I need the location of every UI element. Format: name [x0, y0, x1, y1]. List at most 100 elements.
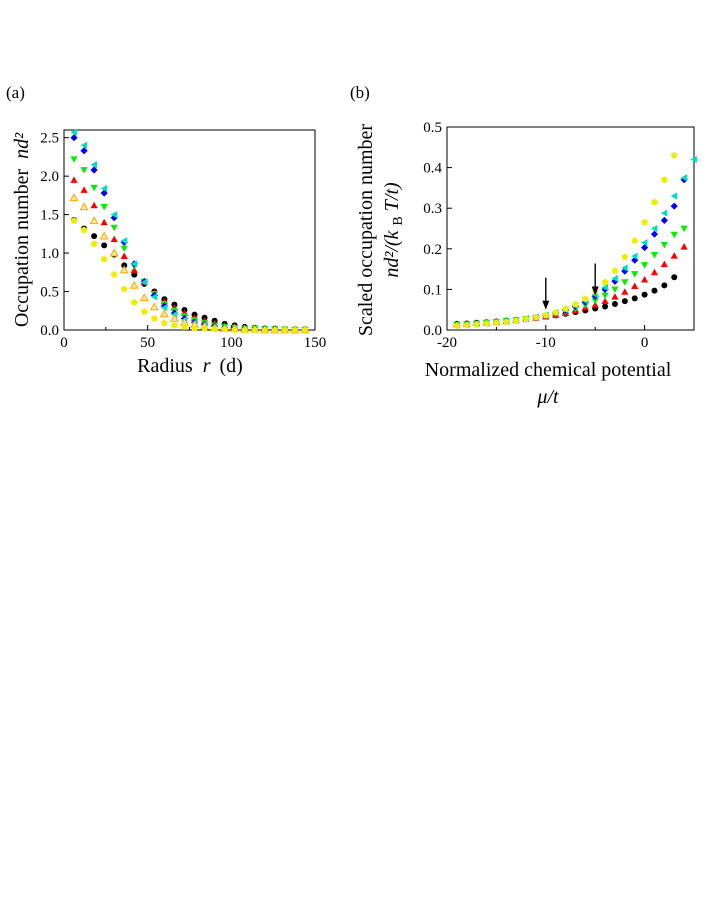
- panel-a-point-t7: [241, 326, 249, 333]
- panel-b-point-t5: [621, 264, 628, 272]
- panel-b-label: (b): [350, 83, 370, 102]
- panel-a-x-tick-label: 0: [60, 335, 68, 351]
- panel-b-point-t6: [453, 321, 461, 329]
- panel-b-point-t2: [660, 260, 668, 268]
- panel-b-point-t5: [670, 192, 678, 200]
- panel-a-point-t3: [100, 204, 108, 211]
- panel-a-point-t7: [110, 271, 118, 278]
- panel-b-point-t2: [680, 243, 688, 250]
- panel-b-y-tick-label: 0.3: [423, 201, 442, 217]
- panel-b-y-tick-label: 0.2: [423, 242, 442, 258]
- panel-b-point-t2: [621, 288, 629, 295]
- panel-a-xlabel-var: r: [203, 355, 211, 377]
- panel-a-point-t5: [140, 278, 148, 286]
- panel-b-point-t4: [660, 216, 668, 224]
- panel-a-x-axis-title: Radius r (d): [137, 355, 243, 377]
- panel-b-point-t1: [602, 303, 609, 310]
- panel-b-point-t1: [611, 301, 618, 308]
- panel-b-y-tick-label: 0.0: [423, 323, 442, 339]
- panel-b-xlabel-math: μ/t: [536, 386, 559, 408]
- panel-b-point-t6: [522, 315, 530, 322]
- panel-a-x-tick-label: 150: [304, 335, 327, 351]
- panel-a-point-t7: [251, 326, 259, 333]
- panel-a-xlabel-unit: (d): [220, 355, 243, 377]
- panel-b-point-t6: [562, 305, 569, 312]
- panel-a-point-t3: [110, 224, 118, 232]
- panel-a-point-t2: [90, 201, 98, 209]
- panel-b-point-t2: [631, 282, 639, 290]
- panel-b-point-t3: [641, 262, 649, 269]
- panel-a-y-tick-label: 2.5: [40, 131, 59, 147]
- panel-b-point-t3: [670, 231, 678, 239]
- panel-a: (a) 0 50 100 150 0.0 0.5 1.0 1.5 2.0 2.5 Radius r…: [6, 83, 326, 377]
- panel-a-point-t1: [91, 233, 98, 240]
- panel-b-point-t6: [492, 319, 500, 326]
- panel-b-point-t2: [650, 268, 659, 276]
- panel-b-ylabel-math: nd²/(k B T/t): [381, 182, 407, 278]
- panel-b-point-t6: [660, 176, 668, 183]
- panel-b: (b) -20 -10 0 0.0 0.1 0.2 0.3 0.4 0.5 Normalized…: [350, 83, 697, 408]
- panel-b-point-t3: [591, 297, 599, 305]
- panel-b-ylabel-subscript: B: [391, 216, 406, 225]
- panel-a-point-t3: [80, 167, 88, 174]
- panel-b-point-t3: [581, 302, 589, 309]
- panel-a-x-tick-label: 50: [140, 335, 155, 351]
- panel-b-point-t6: [641, 218, 649, 226]
- panel-a-point-t6: [99, 231, 109, 240]
- panel-a-point-t1: [101, 242, 108, 249]
- panel-a-y-tick-label: 0.5: [40, 285, 59, 301]
- panel-b-point-t4: [650, 230, 659, 238]
- panel-a-point-t6: [109, 248, 119, 257]
- panel-b-point-t4: [670, 202, 678, 210]
- panel-a-y-tick-label: 2.0: [40, 169, 59, 185]
- panel-a-point-t7: [70, 217, 78, 224]
- panel-a-point-t6: [129, 280, 139, 289]
- panel-b-x-tick-label: 0: [641, 335, 649, 351]
- panel-b-ylabel-math-main: nd²/(k: [381, 229, 403, 277]
- panel-b-point-t6: [532, 313, 540, 321]
- panel-b-xlabel-text: Normalized chemical potential: [425, 359, 672, 381]
- panel-a-point-t5: [110, 211, 118, 219]
- panel-b-x-tick-label: -10: [536, 335, 556, 351]
- panel-b-point-t5: [650, 224, 658, 233]
- panel-a-point-t7: [100, 255, 108, 263]
- panel-a-point-t7: [281, 326, 289, 333]
- panel-a-point-t2: [120, 252, 128, 260]
- panel-b-ylabel-tail: T/t): [381, 182, 403, 211]
- panel-b-point-t6: [463, 321, 471, 329]
- panel-a-point-t6: [169, 313, 179, 322]
- panel-a-point-t6: [139, 293, 149, 302]
- panel-a-point-t7: [221, 325, 229, 333]
- panel-a-point-t7: [80, 226, 88, 233]
- panel-b-point-t6: [611, 267, 619, 274]
- panel-a-points: [69, 128, 310, 334]
- panel-b-point-t3: [601, 292, 609, 300]
- panel-a-point-t7: [261, 326, 269, 333]
- panel-b-point-t6: [601, 278, 609, 286]
- panel-a-xlabel-text: Radius: [137, 355, 193, 377]
- panel-b-annotations: [542, 263, 599, 310]
- panel-b-point-t1: [651, 287, 658, 294]
- panel-a-point-t7: [191, 324, 198, 332]
- panel-b-point-t6: [631, 237, 639, 244]
- panel-b-point-t5: [611, 274, 618, 283]
- panel-a-point-t6: [159, 309, 169, 318]
- panel-a-point-t6: [119, 265, 129, 274]
- panel-a-point-t3: [90, 184, 98, 192]
- panel-b-arrow-head: [591, 286, 599, 296]
- panel-a-point-t4: [70, 134, 78, 142]
- panel-b-point-t1: [661, 282, 668, 289]
- panel-b-y-tick-label: 0.5: [423, 120, 442, 136]
- panel-b-point-t5: [631, 252, 638, 260]
- panel-a-point-t1: [131, 271, 138, 278]
- panel-b-point-t6: [473, 320, 481, 328]
- panel-a-point-t5: [100, 184, 108, 193]
- panel-a-point-t4: [90, 166, 98, 174]
- panel-a-y-tick-label: 1.5: [40, 208, 59, 224]
- panel-a-point-t6: [69, 193, 79, 202]
- panel-a-point-t5: [160, 304, 168, 312]
- panel-a-point-t3: [70, 156, 78, 163]
- panel-b-point-t6: [512, 317, 520, 324]
- panel-b-point-t3: [611, 286, 619, 293]
